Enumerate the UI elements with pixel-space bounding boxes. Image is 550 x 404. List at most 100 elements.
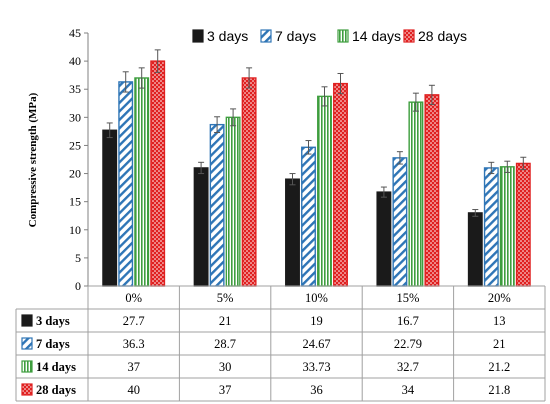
- error-bar: [520, 156, 527, 171]
- bar-3-days-15pct: [376, 191, 392, 287]
- error-bar: [428, 84, 435, 105]
- legend-label: 7 days: [275, 28, 316, 44]
- bars: [102, 60, 531, 287]
- legend-swatch: [337, 29, 349, 43]
- data-label: 24.67: [302, 337, 330, 351]
- bar-7-days-20pct: [483, 167, 499, 287]
- table-row-label: 28 days: [36, 383, 76, 397]
- error-bar: [106, 122, 113, 139]
- error-bar: [198, 161, 205, 175]
- x-tick-label: 15%: [396, 291, 419, 305]
- data-label: 28.7: [214, 337, 236, 351]
- x-tick-label: 10%: [305, 291, 328, 305]
- legend-item-3-days: 3 days: [192, 28, 248, 44]
- table-row-swatch: [21, 314, 33, 327]
- bar-7-days-10pct: [301, 146, 316, 287]
- legend-swatch: [192, 29, 204, 43]
- x-tick-label: 0%: [125, 291, 142, 305]
- data-label: 36.3: [123, 337, 145, 351]
- bar-7-days-5pct: [209, 123, 225, 287]
- y-tick-label: 40: [69, 54, 81, 68]
- y-tick-label: 0: [75, 279, 81, 293]
- data-label: 16.7: [397, 314, 419, 328]
- y-axis-title: Compressive strength (MPa): [27, 92, 39, 227]
- data-label: 30: [219, 360, 232, 374]
- data-label: 33.73: [302, 360, 330, 374]
- table-row: 14 days 37 30 33.73 32.7 21.2: [21, 360, 510, 374]
- error-bar: [122, 71, 129, 93]
- data-label: 40: [127, 383, 140, 397]
- data-label: 37: [219, 383, 232, 397]
- legend-swatch: [403, 29, 415, 43]
- error-bar: [488, 161, 495, 175]
- error-bars: [106, 49, 527, 217]
- y-axis: 0 5 10 15 20 25 30 35 40 45: [69, 26, 89, 293]
- data-label: 32.7: [397, 360, 419, 374]
- error-bar: [289, 173, 296, 186]
- legend-item-28-days: 28 days: [403, 28, 467, 44]
- bar-7-days-0pct: [118, 81, 134, 287]
- bar-3-days-5pct: [193, 167, 209, 287]
- y-tick-label: 15: [69, 195, 81, 209]
- table-row-swatch: [21, 337, 33, 350]
- bar-7-days-15pct: [392, 157, 408, 287]
- data-label: 19: [310, 314, 323, 328]
- data-label: 21: [493, 337, 506, 351]
- x-tick-label: 5%: [217, 291, 234, 305]
- error-bar: [138, 67, 145, 89]
- table-row-label: 3 days: [36, 314, 70, 328]
- bar-28-days-5pct: [241, 77, 257, 287]
- bar-3-days-20pct: [467, 212, 483, 287]
- data-label: 27.7: [123, 314, 145, 328]
- data-label: 36: [310, 383, 323, 397]
- legend-label: 3 days: [207, 28, 248, 44]
- table-row-label: 14 days: [36, 360, 76, 374]
- legend-item-14-days: 14 days: [337, 28, 401, 44]
- data-label: 21.8: [488, 383, 510, 397]
- y-tick-label: 45: [69, 26, 81, 40]
- data-label: 21: [219, 314, 232, 328]
- error-bar: [380, 186, 387, 198]
- legend-label: 14 days: [352, 28, 401, 44]
- bar-14-days-5pct: [225, 116, 241, 287]
- table-row-swatch: [21, 383, 33, 396]
- bar-28-days-20pct: [515, 162, 531, 287]
- y-tick-label: 5: [75, 251, 81, 265]
- y-tick-label: 35: [69, 82, 81, 96]
- error-bar: [472, 209, 479, 217]
- data-table: 0% 5% 10% 15% 20% 3 days 27.7 21 19 16.7 13 7 days 3…: [15, 285, 546, 402]
- legend-swatch: [260, 29, 272, 43]
- y-tick-label: 25: [69, 138, 81, 152]
- y-tick-label: 10: [69, 223, 81, 237]
- error-bar: [321, 86, 328, 107]
- y-tick-label: 30: [69, 110, 81, 124]
- data-label: 21.2: [488, 360, 510, 374]
- bar-14-days-15pct: [408, 101, 424, 287]
- bar-28-days-10pct: [333, 82, 348, 287]
- bar-3-days-10pct: [285, 178, 300, 287]
- legend: 3 days 7 days 14 days 28 days: [192, 28, 467, 44]
- legend-item-7-days: 7 days: [260, 28, 316, 44]
- bar-3-days-0pct: [102, 129, 118, 287]
- x-tick-label: 20%: [488, 291, 511, 305]
- error-bar: [305, 140, 312, 155]
- error-bar: [337, 72, 344, 95]
- error-bar: [154, 49, 161, 73]
- bar-14-days-20pct: [499, 166, 515, 287]
- table-row: 28 days 40 37 36 34 21.8: [21, 383, 510, 397]
- legend-label: 28 days: [418, 28, 467, 44]
- error-bar: [396, 151, 403, 165]
- table-row: 7 days 36.3 28.7 24.67 22.79 21: [21, 337, 506, 351]
- table-row-swatch: [21, 360, 33, 373]
- data-label: 34: [402, 383, 415, 397]
- bar-28-days-15pct: [424, 94, 440, 287]
- bar-14-days-0pct: [134, 77, 150, 287]
- error-bar: [504, 160, 511, 173]
- data-label: 22.79: [394, 337, 422, 351]
- table-row-label: 7 days: [36, 337, 70, 351]
- error-bar: [230, 108, 237, 127]
- y-tick-label: 20: [69, 167, 81, 181]
- table-row: 3 days 27.7 21 19 16.7 13: [21, 314, 506, 328]
- data-label: 13: [493, 314, 506, 328]
